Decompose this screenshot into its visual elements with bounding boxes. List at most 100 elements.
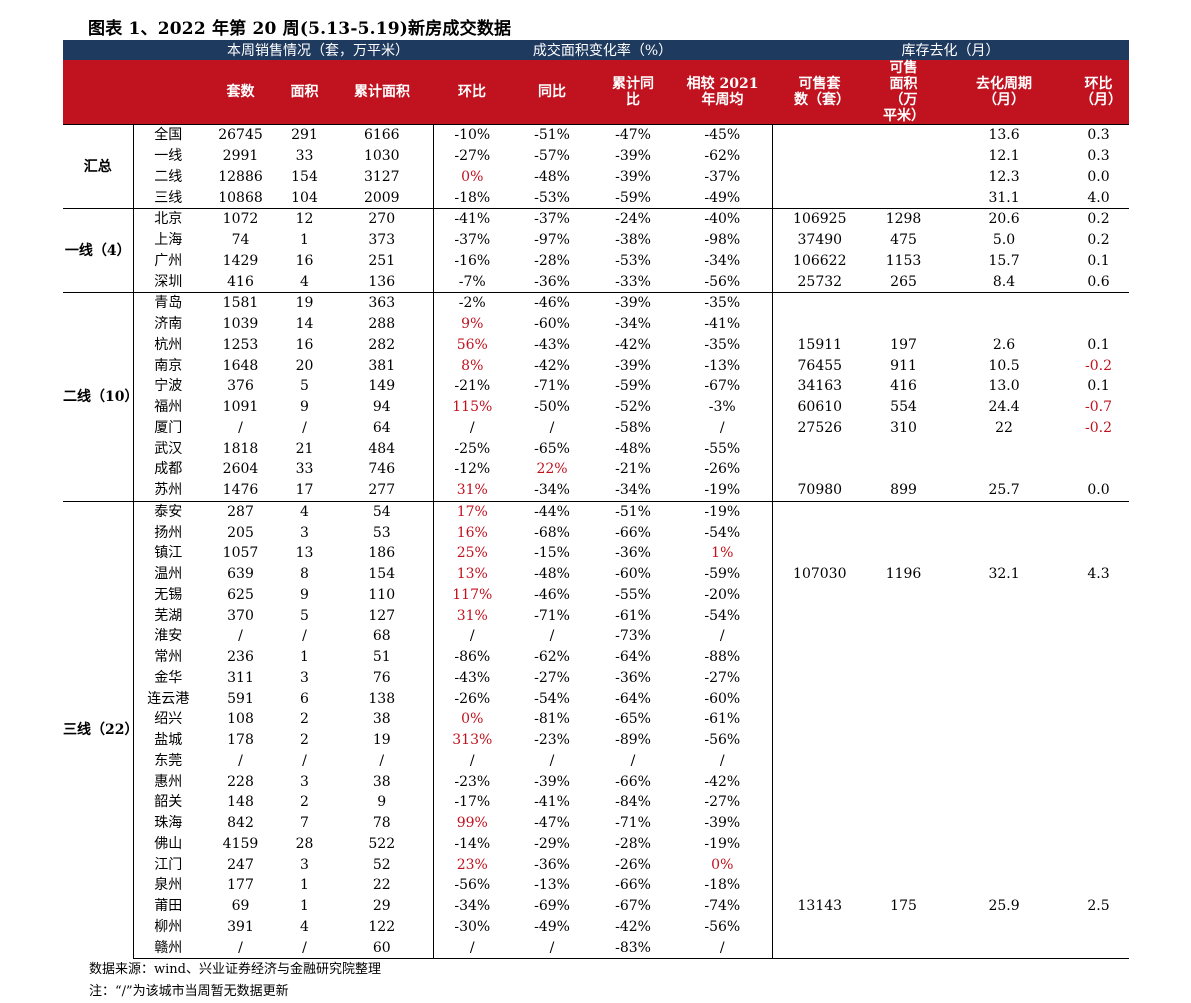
table-row: 成都 2604 33 746 -12% 22% -21% -26% [63, 459, 1129, 480]
cell-cum-yoy: -66% [615, 877, 651, 894]
cell-cum: 94 [331, 396, 434, 418]
cell-yoy: -65% [534, 440, 570, 457]
cell-cum: 186 [331, 543, 434, 564]
cell-vs2021: -56% [673, 916, 773, 938]
cell-sets: 1057 [222, 545, 259, 562]
cell-vs2021: -59% [673, 563, 773, 585]
cell-sets: 236 [227, 649, 254, 666]
table-row: 南京 1648 20 381 8% -42% -39% -13% 76455 911 10.5 -0.… [63, 355, 1129, 376]
cell-cycle [940, 917, 1068, 938]
cell-area: 2 [300, 732, 309, 749]
cell-inv-area: 475 [890, 232, 917, 249]
cell-cycle-mom [1068, 688, 1129, 709]
cell-cum-yoy: -59% [615, 378, 651, 395]
cell-cum-yoy: -65% [615, 711, 651, 728]
cell-yoy: -39% [534, 773, 570, 790]
cell-cum-yoy: -48% [615, 440, 651, 457]
cell-cycle-mom: 0.2 [1068, 207, 1130, 230]
cell-vs2021: -3% [673, 396, 773, 418]
cell-cycle [940, 605, 1068, 626]
cell-area: 9 [300, 399, 309, 416]
cell-cum-yoy: -66% [615, 524, 651, 541]
cell-vs2021: / [673, 750, 773, 772]
cell-inv-area [867, 314, 940, 335]
cell-yoy: -46% [534, 586, 570, 603]
cell-area: 6 [300, 690, 309, 707]
cell-cycle-mom [1068, 668, 1129, 689]
cell-cum: 38 [331, 709, 434, 730]
cell-vs2021: -41% [673, 313, 773, 335]
cell-cycle [940, 522, 1068, 543]
cell-cycle-mom: 4.3 [1087, 566, 1110, 583]
cell-cycle: 25.7 [988, 482, 1020, 499]
cell-sets: / [238, 752, 243, 769]
cell-sets: 1476 [222, 482, 259, 499]
cell-yoy: -42% [534, 357, 570, 374]
cell-cycle-mom [1068, 291, 1130, 314]
city-cell: 东莞 [154, 752, 183, 769]
cell-inv-sets [771, 166, 868, 188]
group-header-sales: 本周销售情况（套，万平米） [203, 40, 434, 60]
cell-inv-area [867, 792, 940, 813]
cell-inv-area: 265 [890, 273, 917, 290]
cell-vs2021: -62% [673, 145, 773, 167]
cell-inv-area [867, 751, 940, 772]
cell-inv-sets [771, 605, 868, 626]
cell-sets: / [238, 419, 243, 436]
cell-inv-area [867, 668, 940, 689]
city-cell: 镇江 [154, 545, 183, 562]
cell-inv-area [867, 917, 940, 938]
cell-mom: 9% [432, 313, 512, 335]
cell-area: 4 [300, 918, 309, 935]
cell-cum: 29 [331, 895, 434, 917]
table-row: 淮安 //68// -73% / [63, 626, 1129, 647]
cell-cycle [940, 875, 1068, 896]
cell-inv-sets [771, 833, 868, 855]
cell-inv-sets [771, 812, 868, 834]
cell-vs2021: -27% [673, 792, 773, 813]
cell-area: 12 [278, 207, 331, 230]
cell-cum-yoy: -83% [593, 937, 674, 960]
cell-vs2021: -35% [673, 334, 773, 356]
column-header-row: 套数 面积 累计面积 环比 同比 累计同比 相较 2021 年周均 可售套数（套… [63, 60, 1130, 125]
table-row: 芜湖 370 5 127 31% -71% -61% -54% [63, 605, 1129, 626]
cell-sets: 1253 [222, 336, 259, 353]
group-header-row: 本周销售情况（套，万平米） 成交面积变化率（%） 库存去化（月） [63, 40, 1130, 60]
cell-cycle: 31.1 [988, 189, 1020, 206]
cell-sets: 1648 [222, 357, 259, 374]
cell-inv-sets [771, 750, 868, 772]
cell-yoy: 22% [536, 461, 568, 478]
cell-cycle-mom: 4.0 [1087, 189, 1110, 206]
cell-mom: -10% [432, 123, 512, 146]
cell-cum-yoy: -39% [615, 357, 651, 374]
cell-mom: -23% [432, 771, 512, 792]
section-label: 二线（10） [63, 292, 138, 501]
cell-inv-sets [771, 792, 868, 813]
cell-cum: 154 [331, 563, 434, 585]
cell-inv-area [867, 123, 941, 146]
cell-yoy: -44% [511, 500, 594, 523]
table-row: 东莞 / / / / / / / [63, 750, 1129, 772]
column-header: 面积 [278, 60, 331, 125]
cell-vs2021: 0% [673, 854, 773, 875]
cell-cum-yoy: -53% [615, 252, 651, 269]
cell-cum-yoy: -58% [615, 419, 651, 436]
cell-inv-area: 1298 [867, 207, 941, 230]
cell-inv-sets [771, 438, 868, 459]
city-cell: 武汉 [154, 440, 183, 457]
cell-cycle-mom [1068, 459, 1129, 480]
column-header: 同比 [511, 60, 594, 125]
cell-yoy: -60% [534, 316, 570, 333]
cell-vs2021: -39% [673, 812, 773, 834]
cell-cycle: 20.6 [940, 207, 1069, 230]
cell-cycle-mom [1068, 543, 1129, 564]
column-header: 环比 [433, 60, 512, 125]
cell-cum: 127 [331, 605, 434, 626]
cell-mom: -21% [432, 376, 512, 397]
cell-sets: 4159 [222, 835, 259, 852]
cell-yoy: -15% [534, 545, 570, 562]
city-cell: 莆田 [154, 898, 183, 915]
cell-cum: 288 [331, 313, 434, 335]
cell-cum-yoy: -34% [615, 482, 651, 499]
cell-area: 16 [295, 252, 314, 269]
